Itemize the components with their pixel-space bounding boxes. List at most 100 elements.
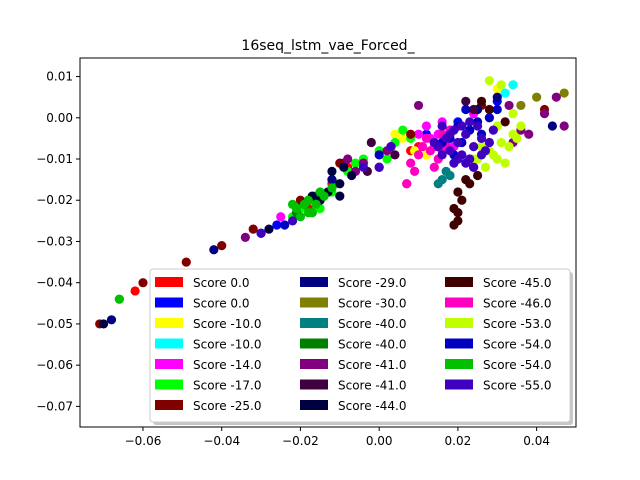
scatter-point xyxy=(99,319,109,329)
scatter-point xyxy=(453,208,463,218)
scatter-point xyxy=(264,224,274,234)
scatter-point xyxy=(413,150,424,160)
scatter-point xyxy=(457,121,467,131)
scatter-point xyxy=(280,220,290,230)
legend-label: Score -54.0 xyxy=(483,358,551,372)
x-tick-label: 0.02 xyxy=(445,434,472,448)
scatter-point xyxy=(421,121,432,131)
scatter-point xyxy=(496,80,506,90)
scatter-point xyxy=(398,133,408,143)
scatter-point xyxy=(240,232,250,242)
scatter-point xyxy=(410,166,420,176)
scatter-point xyxy=(287,199,298,209)
scatter-point xyxy=(406,129,416,139)
legend-swatch xyxy=(445,379,473,390)
y-tick-label: −0.02 xyxy=(36,193,73,207)
scatter-point xyxy=(539,109,550,119)
scatter-point xyxy=(469,162,479,172)
scatter-point xyxy=(496,137,506,148)
scatter-point xyxy=(327,166,337,176)
legend-swatch xyxy=(445,338,473,349)
scatter-point xyxy=(287,216,298,226)
y-tick-label: −0.04 xyxy=(36,276,73,290)
scatter-point xyxy=(453,187,463,197)
scatter-point xyxy=(339,162,349,172)
scatter-point xyxy=(472,121,483,131)
legend-label: Score -25.0 xyxy=(193,399,261,413)
legend-label: Score -44.0 xyxy=(338,399,406,413)
scatter-point xyxy=(461,96,471,106)
legend-label: Score -17.0 xyxy=(193,379,261,393)
scatter-point xyxy=(295,212,306,222)
scatter-point xyxy=(429,137,439,148)
legend-swatch xyxy=(445,359,473,369)
scatter-point xyxy=(386,142,396,152)
legend-label: Score -10.0 xyxy=(193,338,261,352)
scatter-point xyxy=(106,315,117,325)
scatter-point xyxy=(256,228,266,238)
legend-swatch xyxy=(155,277,183,287)
scatter-point xyxy=(500,88,510,98)
legend-swatch xyxy=(155,400,183,410)
scatter-point xyxy=(492,92,502,102)
scatter-point xyxy=(445,129,455,139)
scatter-point xyxy=(551,92,561,102)
legend-label: Score 0.0 xyxy=(193,297,250,311)
scatter-point xyxy=(484,76,494,86)
scatter-point xyxy=(461,129,471,139)
scatter-point xyxy=(461,158,471,168)
legend-swatch xyxy=(445,277,473,287)
scatter-point xyxy=(465,117,475,127)
scatter-point xyxy=(484,113,494,123)
legend-label: Score -54.0 xyxy=(483,338,551,352)
legend-label: Score -14.0 xyxy=(193,358,261,372)
scatter-point xyxy=(504,100,514,111)
legend-swatch xyxy=(155,359,183,369)
scatter-point xyxy=(413,100,424,111)
scatter-point xyxy=(492,104,502,115)
legend-swatch xyxy=(300,400,328,410)
scatter-point xyxy=(461,104,471,115)
scatter-point xyxy=(398,125,408,135)
scatter-point xyxy=(441,166,451,176)
legend-swatch xyxy=(300,277,328,287)
y-tick-label: −0.06 xyxy=(36,358,73,372)
legend-swatch xyxy=(300,359,328,369)
scatter-point xyxy=(276,212,286,222)
legend-swatch xyxy=(300,379,328,390)
legend-label: Score -41.0 xyxy=(338,358,406,372)
scatter-point xyxy=(457,195,467,205)
scatter-point xyxy=(358,162,369,172)
scatter-point xyxy=(480,162,491,172)
scatter-point xyxy=(350,158,361,168)
scatter-point xyxy=(524,129,534,139)
x-tick-label: 0.04 xyxy=(523,434,550,448)
legend-label: Score -30.0 xyxy=(338,297,406,311)
y-tick-label: 0.01 xyxy=(46,70,73,84)
ticks-layer: −0.06 −0.04 −0.02 0.00 0.02 0.04 0.01 0.00 −0.01… xyxy=(36,70,550,448)
scatter-point xyxy=(130,286,140,296)
scatter-point xyxy=(516,100,526,111)
legend: Score 0.0 Score 0.0 Score -10.0 Score -10.0… xyxy=(149,268,573,425)
x-tick-label: −0.06 xyxy=(125,434,162,448)
scatter-point xyxy=(449,158,459,168)
scatter-point xyxy=(335,179,345,189)
scatter-point xyxy=(413,129,424,139)
scatter-point xyxy=(327,183,337,193)
scatter-point xyxy=(311,199,321,209)
y-tick-label: −0.01 xyxy=(36,152,73,166)
scatter-point xyxy=(476,133,487,143)
scatter-point xyxy=(433,179,443,189)
scatter-point xyxy=(382,154,392,164)
scatter-point xyxy=(347,170,357,181)
scatter-point xyxy=(429,162,439,172)
legend-label: Score 0.0 xyxy=(193,276,250,290)
scatter-point xyxy=(465,179,475,189)
scatter-point xyxy=(390,129,400,139)
scatter-point xyxy=(327,175,337,185)
legend-swatch xyxy=(155,379,183,390)
scatter-point xyxy=(476,150,487,160)
scatter-point xyxy=(508,80,518,90)
legend-swatch xyxy=(445,318,473,328)
